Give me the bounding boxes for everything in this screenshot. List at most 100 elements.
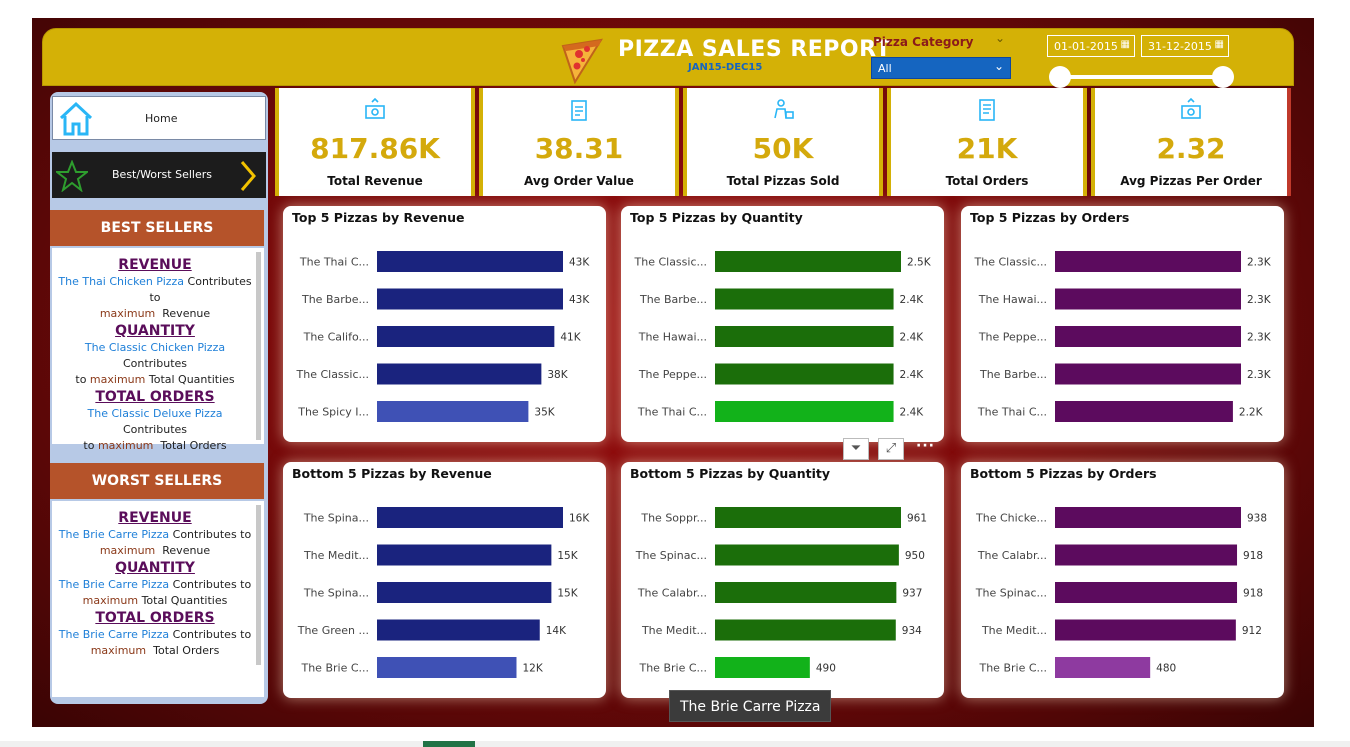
- kpi-label: Avg Order Value: [524, 174, 634, 188]
- bar[interactable]: [377, 507, 563, 528]
- best-quantity-heading: QUANTITY: [115, 323, 195, 339]
- category-label: The Spicy I...: [297, 406, 369, 419]
- bar[interactable]: [1055, 619, 1236, 641]
- chart-card[interactable]: Bottom 5 Pizzas by Quantity The Soppr...…: [621, 462, 944, 698]
- bar[interactable]: [715, 619, 896, 641]
- worst-quantity-pizza: The Brie Carre Pizza: [58, 578, 170, 591]
- bar-chart[interactable]: The Thai C... 43K The Barbe... 43K The Calif…: [283, 206, 606, 442]
- data-label: 2.4K: [900, 407, 925, 419]
- category-label: The Classic...: [634, 256, 708, 269]
- bar[interactable]: [715, 401, 894, 422]
- scrollbar[interactable]: [256, 252, 261, 440]
- kpi-card: 38.31 Avg Order Value: [479, 88, 679, 196]
- tooltip: The Brie Carre Pizza: [669, 690, 832, 722]
- category-label: The Brie C...: [638, 662, 707, 675]
- bar-chart[interactable]: The Spina... 16K The Medit... 15K The Spina.…: [283, 462, 606, 698]
- bar[interactable]: [715, 657, 810, 678]
- category-label: The Brie C...: [300, 662, 369, 675]
- category-label: The Calabr...: [637, 587, 707, 600]
- chart-card[interactable]: Top 5 Pizzas by Quantity The Classic... 2…: [621, 206, 944, 442]
- bar[interactable]: [377, 363, 542, 385]
- bar[interactable]: [377, 326, 555, 347]
- more-options-icon[interactable]: ···: [916, 438, 935, 454]
- bar[interactable]: [377, 619, 540, 641]
- bar-chart[interactable]: The Classic... 2.5K The Barbe... 2.4K The Ha…: [621, 206, 944, 442]
- kpi-value: 817.86K: [310, 132, 440, 165]
- bar[interactable]: [377, 401, 529, 422]
- report-title: PIZZA SALES REPORT: [618, 37, 892, 62]
- bar[interactable]: [715, 544, 899, 566]
- focus-mode-icon[interactable]: ⤢: [878, 438, 904, 460]
- category-label: The Hawai...: [638, 331, 707, 344]
- data-label: 38K: [547, 369, 568, 381]
- bar[interactable]: [377, 251, 563, 272]
- date-slider-start-handle[interactable]: [1049, 66, 1071, 88]
- filter-icon[interactable]: ⏷: [843, 438, 869, 460]
- bar[interactable]: [377, 544, 552, 566]
- worst-orders-pizza: The Brie Carre Pizza: [58, 628, 170, 641]
- bar[interactable]: [377, 582, 552, 603]
- bar[interactable]: [1055, 363, 1241, 385]
- bar[interactable]: [1055, 544, 1238, 566]
- bar[interactable]: [1055, 401, 1233, 422]
- bar-chart[interactable]: The Chicke... 938 The Calabr... 918 The Spin…: [961, 462, 1284, 698]
- bar[interactable]: [1055, 582, 1238, 603]
- chart-title: Top 5 Pizzas by Quantity: [630, 210, 803, 225]
- chart-title: Bottom 5 Pizzas by Orders: [970, 466, 1157, 481]
- home-label: Home: [145, 112, 178, 125]
- bar[interactable]: [1055, 288, 1241, 310]
- category-label: The Barbe...: [979, 368, 1047, 381]
- bar[interactable]: [715, 288, 894, 310]
- date-start-input[interactable]: 01-01-2015 ▦: [1047, 35, 1135, 57]
- chart-card[interactable]: Top 5 Pizzas by Orders The Classic... 2.3…: [961, 206, 1284, 442]
- kpi-card: 2.32 Avg Pizzas Per Order: [1091, 88, 1291, 196]
- data-label: 35K: [534, 407, 555, 419]
- worst-quantity-heading: QUANTITY: [115, 560, 195, 576]
- data-label: 2.5K: [907, 257, 932, 269]
- bar[interactable]: [715, 326, 894, 347]
- bar[interactable]: [1055, 507, 1241, 528]
- category-dropdown[interactable]: All ⌄: [871, 57, 1011, 79]
- bar-chart[interactable]: The Soppr... 961 The Spinac... 950 The Calab…: [621, 462, 944, 698]
- worst-quantity-max: maximum: [82, 594, 139, 607]
- chart-card[interactable]: Bottom 5 Pizzas by Orders The Chicke... 9…: [961, 462, 1284, 698]
- data-label: 918: [1243, 588, 1263, 600]
- category-label: The Barbe...: [639, 293, 707, 306]
- left-panel: Home Best/Worst Sellers BEST SELLERS REV…: [50, 92, 268, 704]
- bar[interactable]: [715, 582, 897, 603]
- bar-chart[interactable]: The Classic... 2.3K The Hawai... 2.3K The Pe…: [961, 206, 1284, 442]
- chart-card[interactable]: Top 5 Pizzas by Revenue The Thai C... 43K…: [283, 206, 606, 442]
- data-label: 2.4K: [900, 332, 925, 344]
- date-slider-end-handle[interactable]: [1212, 66, 1234, 88]
- sheet-tab[interactable]: [423, 741, 475, 747]
- chart-title: Bottom 5 Pizzas by Revenue: [292, 466, 492, 481]
- bar[interactable]: [1055, 326, 1241, 347]
- chart-card[interactable]: Bottom 5 Pizzas by Revenue The Spina... 1…: [283, 462, 606, 698]
- data-label: 912: [1242, 625, 1262, 637]
- worst-orders-heading: TOTAL ORDERS: [95, 610, 215, 626]
- category-label: The Califo...: [303, 331, 369, 344]
- date-end-input[interactable]: 31-12-2015 ▦: [1141, 35, 1229, 57]
- data-label: 2.4K: [900, 294, 925, 306]
- bar[interactable]: [377, 657, 517, 678]
- money-icon: [1181, 98, 1201, 119]
- bar[interactable]: [1055, 251, 1241, 272]
- bar[interactable]: [715, 251, 901, 272]
- bar[interactable]: [715, 363, 894, 385]
- kpi-card: 21K Total Orders: [887, 88, 1087, 196]
- worst-orders-tail: Total Orders: [153, 644, 220, 657]
- category-label: The Soppr...: [640, 512, 707, 525]
- best-quantity-tail: Total Quantities: [148, 373, 235, 386]
- bar[interactable]: [715, 507, 901, 528]
- data-label: 490: [816, 663, 836, 675]
- bar[interactable]: [377, 288, 563, 310]
- date-range-slider[interactable]: [1059, 75, 1224, 79]
- data-label: 14K: [546, 625, 567, 637]
- best-worst-button[interactable]: Best/Worst Sellers: [52, 152, 266, 198]
- home-button[interactable]: Home: [52, 96, 266, 140]
- chevron-down-icon[interactable]: ⌄: [995, 31, 1006, 45]
- bar[interactable]: [1055, 657, 1151, 678]
- category-label: The Medit...: [641, 624, 707, 637]
- home-icon: [59, 101, 93, 136]
- scrollbar[interactable]: [256, 505, 261, 665]
